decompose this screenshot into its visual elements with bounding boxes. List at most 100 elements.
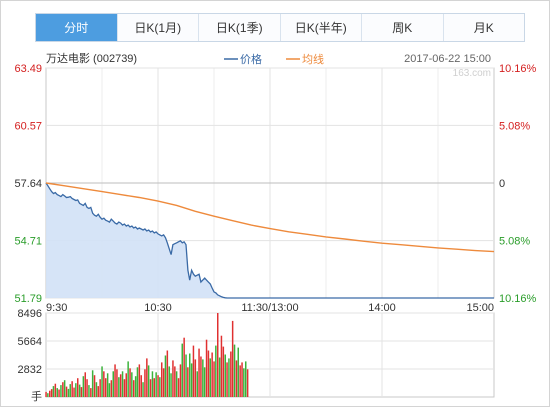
volume-bar xyxy=(222,346,225,397)
price-line xyxy=(45,182,494,299)
volume-bar xyxy=(205,339,208,397)
y-left-tick-label: 60.57 xyxy=(14,120,42,132)
volume-bar xyxy=(190,363,193,397)
tab-monthly[interactable]: 月K xyxy=(442,14,524,41)
tab-daily-1-month[interactable]: 日K(1月) xyxy=(116,14,198,41)
volume-bar xyxy=(213,361,215,397)
volume-bar xyxy=(80,387,83,397)
volume-bar xyxy=(218,357,221,397)
volume-tick-label: 2832 xyxy=(18,364,42,376)
volume-bar xyxy=(170,373,172,397)
volume-bar xyxy=(114,364,116,397)
y-right-tick-label: 10.16% xyxy=(499,293,537,305)
volume-bar xyxy=(220,335,223,397)
volume-bar xyxy=(243,368,245,397)
volume-bar xyxy=(174,366,176,397)
price-area xyxy=(46,183,494,298)
volume-bar xyxy=(45,391,47,397)
volume-bar xyxy=(235,360,238,397)
volume-bar xyxy=(192,345,195,397)
volume-bar xyxy=(177,378,180,397)
volume-bar xyxy=(136,367,139,397)
volume-bar xyxy=(54,383,57,397)
volume-bar xyxy=(161,362,163,397)
volume-bar xyxy=(56,388,58,397)
volume-bar xyxy=(103,371,105,397)
volume-bar xyxy=(125,373,127,397)
tab-intraday[interactable]: 分时 xyxy=(36,14,117,41)
volume-bar xyxy=(75,383,77,397)
volume-bar xyxy=(230,351,232,397)
volume-bar xyxy=(110,380,113,397)
volume-bar xyxy=(129,368,131,397)
y-left-tick-label: 63.49 xyxy=(14,63,42,75)
volume-bar xyxy=(179,364,182,397)
volume-bar xyxy=(194,359,197,397)
tab-daily-1-quarter[interactable]: 日K(1季) xyxy=(198,14,280,41)
volume-bar xyxy=(108,383,111,397)
volume-bar xyxy=(78,384,81,397)
volume-bar xyxy=(91,370,94,397)
volume-bar xyxy=(166,350,169,397)
volume-bar xyxy=(71,381,73,397)
volume-bar xyxy=(185,354,187,397)
volume-bar xyxy=(228,358,230,397)
volume-bar xyxy=(155,372,157,397)
legend-price-label: 价格 xyxy=(240,52,262,66)
tab-daily-half-year[interactable]: 日K(半年) xyxy=(279,14,361,41)
volume-bar xyxy=(157,375,159,397)
volume-bar xyxy=(127,361,129,397)
volume-unit-label: 手 xyxy=(31,389,42,403)
volume-bar xyxy=(88,385,90,397)
average-line xyxy=(45,182,495,253)
volume-bar xyxy=(181,343,183,397)
volume-bar xyxy=(131,372,133,397)
volume-bar xyxy=(123,379,126,397)
stock-label: 万达电影 (002739) xyxy=(46,52,137,65)
watermark: 163.com xyxy=(453,68,491,79)
y-left-tick-label: 57.64 xyxy=(14,178,42,190)
y-right-tick-label: 5.08% xyxy=(499,120,530,132)
volume-bar xyxy=(116,369,118,397)
volume-bar xyxy=(133,380,135,397)
volume-bar xyxy=(211,352,213,397)
volume-bar xyxy=(226,362,228,397)
volume-bar xyxy=(105,378,107,397)
y-left-tick-label: 51.79 xyxy=(14,293,42,305)
y-right-tick-label: 0 xyxy=(499,178,505,190)
y-right-tick-label: 5.08% xyxy=(499,236,530,248)
volume-bar xyxy=(86,379,88,397)
volume-bar xyxy=(142,382,144,397)
tab-weekly[interactable]: 周K xyxy=(361,14,443,41)
volume-bar xyxy=(97,386,99,397)
volume-bar xyxy=(140,375,142,397)
volume-bar xyxy=(159,377,161,397)
volume-bar xyxy=(245,361,247,397)
y-right-tick-label: 10.16% xyxy=(499,63,537,75)
volume-bar xyxy=(172,360,174,397)
volume-bar xyxy=(73,387,75,397)
volume-bar xyxy=(65,386,68,397)
volume-bar xyxy=(63,380,66,397)
volume-bar xyxy=(233,344,236,397)
volume-bar xyxy=(187,367,189,397)
volume-bar xyxy=(175,371,178,397)
volume-bar xyxy=(69,384,71,397)
price-plot: 63.49 10.16% 60.57 5.08% 57.64 0 54.71 5.08% 51.… xyxy=(14,63,536,314)
volume-bar xyxy=(200,356,202,397)
volume-bar xyxy=(60,385,62,397)
volume-bar xyxy=(50,389,53,397)
x-tick-label: 9:30 xyxy=(46,302,67,314)
volume-bar xyxy=(237,347,239,397)
volume-bar xyxy=(67,388,70,397)
volume-tick-label: 5664 xyxy=(18,336,42,348)
volume-bar xyxy=(62,382,64,397)
volume-bar xyxy=(217,313,219,397)
volume-bar xyxy=(151,371,154,397)
volume-bar xyxy=(52,386,55,397)
x-tick-label: 11:30/13:00 xyxy=(241,302,298,314)
volume-bar xyxy=(209,358,211,397)
volume-bar xyxy=(203,367,206,397)
volume-bar xyxy=(82,376,85,397)
y-left-tick-label: 54.71 xyxy=(14,236,42,248)
